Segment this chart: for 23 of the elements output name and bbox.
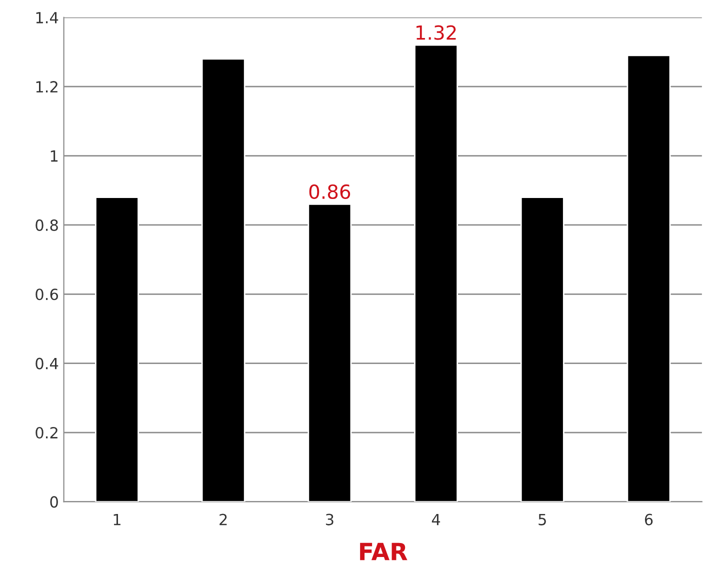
x-tick-label: 4 (432, 514, 440, 526)
x-tick-label: 2 (220, 514, 227, 526)
bar (95, 196, 139, 502)
x-tick-label: 5 (538, 514, 546, 526)
y-tick-label: 0 (50, 496, 58, 508)
x-tick-label: 6 (644, 514, 653, 526)
y-tick-label: 0.6 (36, 288, 58, 300)
y-tick-label: 0.4 (36, 358, 58, 370)
x-tick-label: 1 (114, 514, 120, 526)
data-label: 1.32 (416, 25, 456, 40)
bar (308, 204, 352, 502)
y-tick-label: 1.2 (36, 81, 58, 92)
y-tick-label: 0.2 (36, 426, 58, 439)
x-tick-label: 3 (326, 514, 334, 526)
y-tick-label: 1.4 (36, 12, 58, 24)
data-label: 0.86 (309, 184, 350, 200)
bar (520, 196, 564, 502)
y-tick-label: 0.8 (36, 219, 58, 231)
x-axis-title: FAR (360, 542, 408, 560)
bar (201, 58, 246, 502)
bar (414, 44, 458, 502)
bar (626, 54, 671, 502)
y-tick-label: 1 (50, 150, 58, 162)
